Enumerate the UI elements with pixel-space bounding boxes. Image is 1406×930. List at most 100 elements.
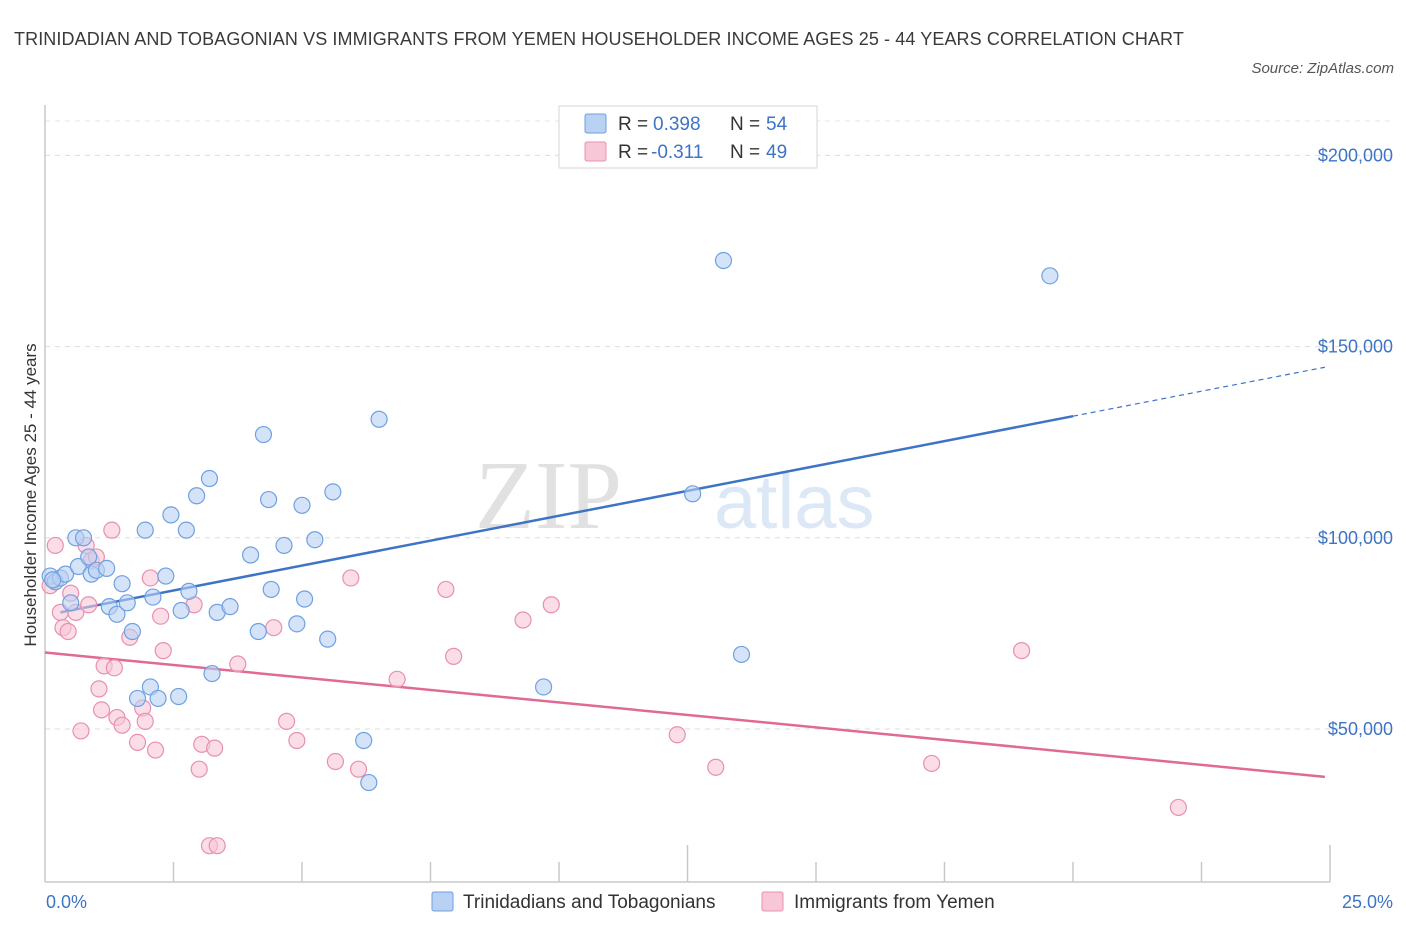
point-trinidadian [319,630,337,648]
point-yemen [190,760,208,778]
point-yemen [128,733,147,752]
watermark-atlas: atlas [714,460,875,545]
point-yemen [141,569,159,587]
point-trinidadian [144,588,162,606]
point-trinidadian [324,483,342,501]
legend-n-value-yemen: 49 [766,142,787,163]
point-trinidadian [162,506,180,524]
point-yemen [152,607,170,625]
x-tick-label-max: 25.0% [1342,892,1393,912]
point-yemen [668,726,686,744]
y-tick-label: $50,000 [1328,719,1393,739]
point-yemen [90,680,108,698]
point-yemen [514,611,532,629]
point-trinidadian [360,773,378,792]
correlation-legend: R = 0.398 N = 54 R = -0.311 N = 49 [558,105,818,169]
point-trinidadian [355,731,373,750]
point-trinidadian [200,469,219,488]
point-trinidadian [254,425,273,444]
point-yemen [136,712,154,730]
point-trinidadian [306,531,324,549]
point-yemen [105,659,123,677]
y-tick-labels: $50,000 $100,000 $150,000 $200,000 [1318,145,1393,739]
point-trinidadian [188,487,206,505]
bottom-legend-swatch-yemen [761,891,784,912]
point-yemen [80,596,98,614]
watermark: ZIP atlas [475,442,875,550]
point-trinidadian [1041,267,1059,285]
point-yemen [342,569,360,587]
point-trinidadian [370,410,388,428]
point-trinidadian [172,601,190,620]
point-yemen [445,647,463,665]
legend-n-value-trinidadian: 54 [766,114,788,135]
x-tick-label-min: 0.0% [46,892,87,912]
point-trinidadian [288,615,306,633]
point-trinidadian [259,490,278,509]
point-yemen [59,622,77,641]
point-trinidadian [262,580,280,599]
point-yemen [229,655,247,673]
point-yemen [265,619,283,637]
bottom-legend-label-trinidadian: Trinidadians and Tobagonians [463,892,715,913]
point-trinidadian [108,605,126,623]
point-trinidadian [136,521,154,539]
data-points [41,251,1187,855]
point-yemen [154,642,172,660]
y-tick-label: $150,000 [1318,337,1393,357]
point-yemen [72,722,90,740]
point-trinidadian [684,485,702,503]
trend-line-trinidadian [60,414,1074,614]
point-yemen [113,716,131,734]
point-trinidadian [203,664,221,683]
point-trinidadian [74,529,93,547]
legend-n-label: N = [730,114,760,135]
trend-lines [44,366,1325,779]
point-yemen [923,754,941,773]
source-label: Source: ZipAtlas.com [1251,60,1394,77]
y-axis-title: Householder Income Ages 25 - 44 years [21,343,40,646]
point-trinidadian [177,521,195,539]
point-yemen [437,580,455,599]
point-trinidadian [242,546,260,564]
legend-r-label: R = [618,114,648,135]
axes [44,105,1331,883]
point-trinidadian [534,678,553,696]
point-trinidadian [113,575,131,593]
point-trinidadian [714,251,733,270]
point-yemen [208,837,226,855]
point-trinidadian [98,559,116,578]
series-legend: Trinidadians and Tobagonians Immigrants … [431,891,995,913]
point-trinidadian [62,594,80,612]
point-yemen [277,712,296,730]
point-trinidadian [180,582,198,600]
point-trinidadian [293,496,311,514]
point-yemen [288,731,306,750]
point-yemen [349,760,368,778]
y-tick-label: $200,000 [1318,145,1393,165]
chart-title: TRINIDADIAN AND TOBAGONIAN VS IMMIGRANTS… [14,29,1184,49]
legend-r-label: R = [618,142,648,163]
point-yemen [1169,798,1187,817]
point-yemen [1012,642,1031,660]
point-trinidadian [275,536,293,555]
point-yemen [206,739,224,757]
bottom-legend-label-yemen: Immigrants from Yemen [794,892,995,913]
point-yemen [388,670,406,688]
grid-lines [45,120,1395,730]
legend-swatch-yemen [584,141,607,162]
point-trinidadian [44,571,62,589]
legend-n-label: N = [730,142,760,163]
point-yemen [326,752,345,771]
point-trinidadian [118,594,136,612]
trend-line-trinidadian-extension [1072,366,1325,417]
legend-r-value-trinidadian: 0.398 [653,114,701,135]
point-trinidadian [157,567,175,585]
point-trinidadian [170,687,188,706]
watermark-zip: ZIP [475,442,622,550]
point-trinidadian [149,689,167,708]
legend-r-value-yemen: -0.311 [651,142,703,163]
trend-line-yemen [44,651,1325,779]
point-trinidadian [249,622,267,641]
